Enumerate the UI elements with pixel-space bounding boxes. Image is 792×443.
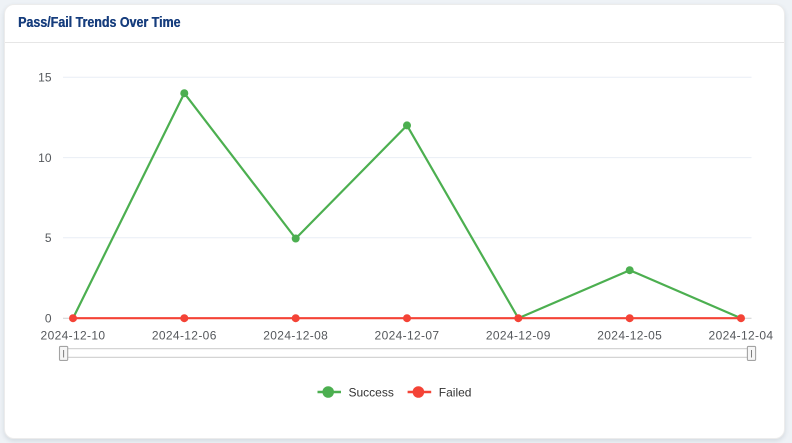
svg-text:2024-12-05: 2024-12-05 xyxy=(597,329,662,343)
svg-text:Failed: Failed xyxy=(439,385,472,399)
svg-text:10: 10 xyxy=(38,151,52,165)
svg-text:2024-12-08: 2024-12-08 xyxy=(263,329,328,343)
svg-text:2024-12-09: 2024-12-09 xyxy=(486,329,551,343)
svg-text:2024-12-07: 2024-12-07 xyxy=(375,329,440,343)
svg-text:5: 5 xyxy=(45,231,52,245)
svg-text:2024-12-10: 2024-12-10 xyxy=(41,329,106,343)
svg-text:0: 0 xyxy=(45,312,52,326)
svg-text:2024-12-06: 2024-12-06 xyxy=(152,329,217,343)
svg-text:15: 15 xyxy=(38,71,52,85)
svg-text:Success: Success xyxy=(349,385,394,399)
svg-text:2024-12-04: 2024-12-04 xyxy=(709,329,774,343)
